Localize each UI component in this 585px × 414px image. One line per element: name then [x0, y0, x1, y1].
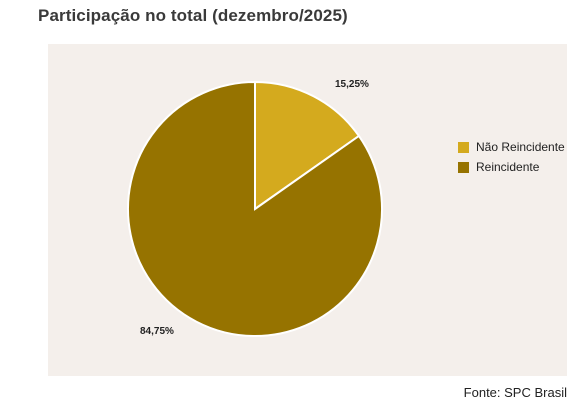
- legend-swatch-nao-reincidente: [458, 141, 469, 153]
- slice-nao-reincidente: [254, 80, 361, 211]
- plot-area: 15,25% 84,75% Não Reincidente Reincidente: [48, 44, 567, 376]
- data-label-reincidente: 84,75%: [140, 326, 174, 337]
- slice-reincidente: [127, 80, 383, 337]
- legend-item-reincidente: Reincidente: [458, 158, 565, 176]
- legend-label-nao-reincidente: Não Reincidente: [476, 140, 565, 154]
- chart-title: Participação no total (dezembro/2025): [38, 6, 348, 25]
- source-note: Fonte: SPC Brasil: [463, 385, 567, 400]
- legend-label-reincidente: Reincidente: [476, 160, 540, 174]
- legend-swatch-reincidente: [458, 161, 469, 173]
- legend: Não Reincidente Reincidente: [458, 138, 565, 178]
- data-label-nao-reincidente: 15,25%: [335, 79, 369, 90]
- legend-item-nao-reincidente: Não Reincidente: [458, 138, 565, 156]
- pie-chart: 15,25% 84,75%: [127, 79, 383, 337]
